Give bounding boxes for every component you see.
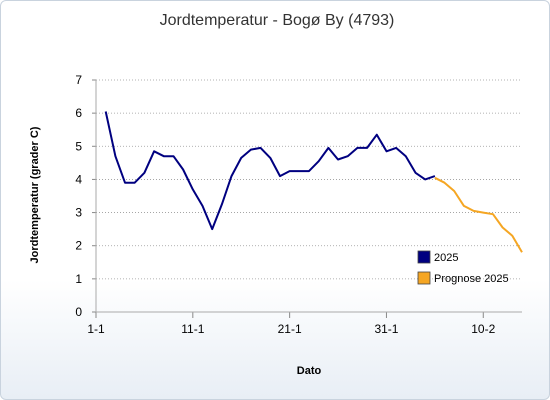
y-tick-label: 5 <box>75 139 82 153</box>
series-line-1 <box>434 176 523 253</box>
x-tick-label: 21-1 <box>278 322 302 336</box>
legend: 2025 Prognose 2025 <box>417 250 509 285</box>
x-tick-label: 11-1 <box>181 322 204 336</box>
y-tick-label: 2 <box>75 239 82 253</box>
legend-swatch-1 <box>417 271 431 285</box>
y-tick-label: 1 <box>75 272 82 286</box>
legend-label-1: Prognose 2025 <box>434 273 509 285</box>
y-axis-label: Jordtemperatur (grader C) <box>29 126 41 263</box>
y-tick-label: 7 <box>75 73 82 87</box>
series-line-0 <box>104 111 436 231</box>
series-lines <box>104 111 523 253</box>
chart-title: Jordtemperatur - Bogø By (4793) <box>160 12 395 29</box>
x-tick-label: 31-1 <box>374 322 398 336</box>
x-tick-label: 10-2 <box>471 322 495 336</box>
y-tick-label: 6 <box>75 106 82 120</box>
legend-swatch-0 <box>417 250 431 264</box>
x-tick-label: 1-1 <box>87 322 105 336</box>
y-tick-labels: 0 1 2 3 4 5 6 7 <box>75 73 82 319</box>
y-tick-label: 4 <box>75 172 82 186</box>
legend-label-0: 2025 <box>434 252 458 264</box>
axes <box>92 79 522 318</box>
y-tick-label: 3 <box>75 206 82 220</box>
x-tick-labels: 1-1 11-1 21-1 31-1 10-2 <box>87 322 495 336</box>
gridlines <box>96 79 522 280</box>
x-axis-label: Dato <box>297 365 322 377</box>
y-tick-label: 0 <box>75 305 82 319</box>
